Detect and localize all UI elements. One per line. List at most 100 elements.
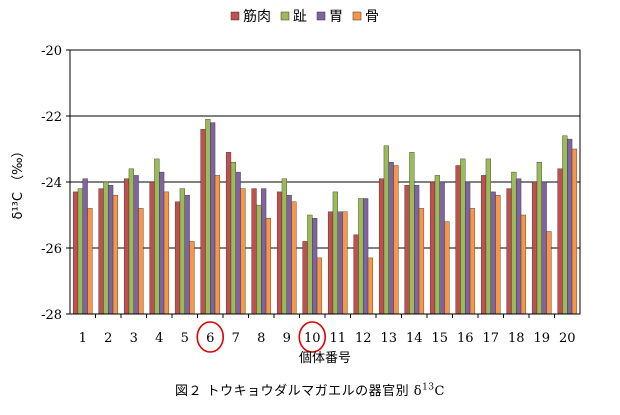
bar	[511, 171, 517, 315]
bar	[163, 191, 170, 315]
bar	[434, 175, 440, 315]
bar	[77, 188, 83, 315]
legend-swatch	[280, 11, 290, 21]
bar	[123, 178, 130, 315]
x-tick-label: 19	[533, 331, 550, 346]
bar	[455, 165, 461, 315]
bar	[393, 165, 399, 315]
bar	[189, 241, 195, 315]
bar	[444, 221, 450, 315]
bar	[506, 188, 512, 315]
bar	[541, 181, 547, 315]
x-tick-label: 14	[406, 331, 423, 346]
highlight-circle	[298, 321, 327, 353]
x-tick-label: 3	[130, 331, 138, 346]
bar	[154, 158, 160, 315]
bar	[358, 198, 364, 315]
bar	[281, 178, 287, 315]
bar	[286, 194, 292, 315]
legend-label: 筋肉	[243, 8, 271, 25]
bar	[409, 152, 415, 315]
bar	[490, 191, 496, 315]
caption-suffix: C	[434, 384, 445, 399]
bar	[108, 185, 114, 315]
bar	[388, 161, 394, 315]
bar	[138, 208, 144, 315]
bar	[302, 241, 308, 315]
x-tick-label: 10	[304, 331, 321, 346]
bar	[367, 257, 374, 315]
caption-superscript: 13	[422, 382, 435, 393]
x-tick-label: 12	[355, 331, 372, 346]
x-tick-label: 6	[206, 331, 214, 346]
bar	[460, 158, 466, 315]
bar	[256, 204, 262, 315]
legend-label: 骨	[365, 9, 379, 25]
y-tick-label: -20	[41, 44, 62, 59]
bar	[342, 211, 348, 315]
legend-swatch	[352, 11, 362, 21]
bar	[149, 181, 155, 315]
y-axis-ticks: -20 -22 -24 -26 -28	[41, 44, 70, 323]
bar	[159, 171, 165, 315]
bar	[337, 211, 343, 315]
bar	[557, 168, 563, 315]
bar	[82, 178, 88, 315]
bar	[205, 119, 211, 315]
bar	[418, 208, 425, 315]
x-tick-label: 18	[508, 331, 525, 346]
bar	[439, 181, 445, 315]
y-tick-label: -28	[41, 308, 62, 323]
legend-swatch	[316, 11, 326, 21]
bar	[332, 191, 338, 315]
bar	[112, 194, 119, 315]
x-tick-label: 13	[380, 331, 397, 346]
bar	[98, 188, 104, 315]
bar	[546, 231, 552, 315]
x-tick-label: 9	[283, 331, 291, 346]
legend-label: 趾	[293, 9, 307, 25]
bar	[536, 161, 542, 315]
bar	[291, 201, 297, 315]
bar	[404, 185, 410, 315]
x-axis-title: 個体番号	[299, 351, 351, 366]
bar	[429, 181, 436, 315]
bar	[184, 194, 190, 315]
bar	[414, 185, 420, 315]
bar	[72, 191, 79, 315]
bar	[225, 152, 232, 315]
bar	[103, 181, 109, 315]
x-tick-label: 7	[232, 331, 240, 346]
bar	[531, 181, 538, 315]
bar	[128, 168, 134, 315]
bar	[179, 188, 185, 315]
bar	[235, 171, 241, 315]
x-tick-label: 4	[155, 331, 163, 346]
bar	[133, 175, 139, 315]
bar	[276, 191, 283, 315]
bar	[307, 214, 313, 315]
x-tick-label: 20	[559, 331, 576, 346]
x-tick-label: 15	[431, 331, 448, 346]
highlight-circles	[196, 321, 327, 353]
bar	[214, 175, 221, 315]
x-tick-label: 2	[104, 331, 112, 346]
bar	[174, 201, 181, 315]
bar	[495, 194, 501, 315]
bar	[567, 138, 573, 315]
y-tick-label: -26	[41, 242, 62, 257]
bar	[265, 218, 272, 315]
legend-swatch	[230, 11, 240, 21]
bar	[520, 214, 527, 315]
bar	[200, 128, 206, 315]
bars	[72, 119, 578, 315]
legend: 筋肉 趾 胃 骨	[230, 8, 379, 25]
bar	[383, 145, 389, 315]
bar	[251, 188, 257, 315]
bar	[562, 135, 568, 315]
x-tick-label: 8	[257, 331, 265, 346]
bar	[571, 148, 578, 315]
bar	[363, 198, 369, 315]
y-tick-label: -24	[41, 176, 62, 191]
